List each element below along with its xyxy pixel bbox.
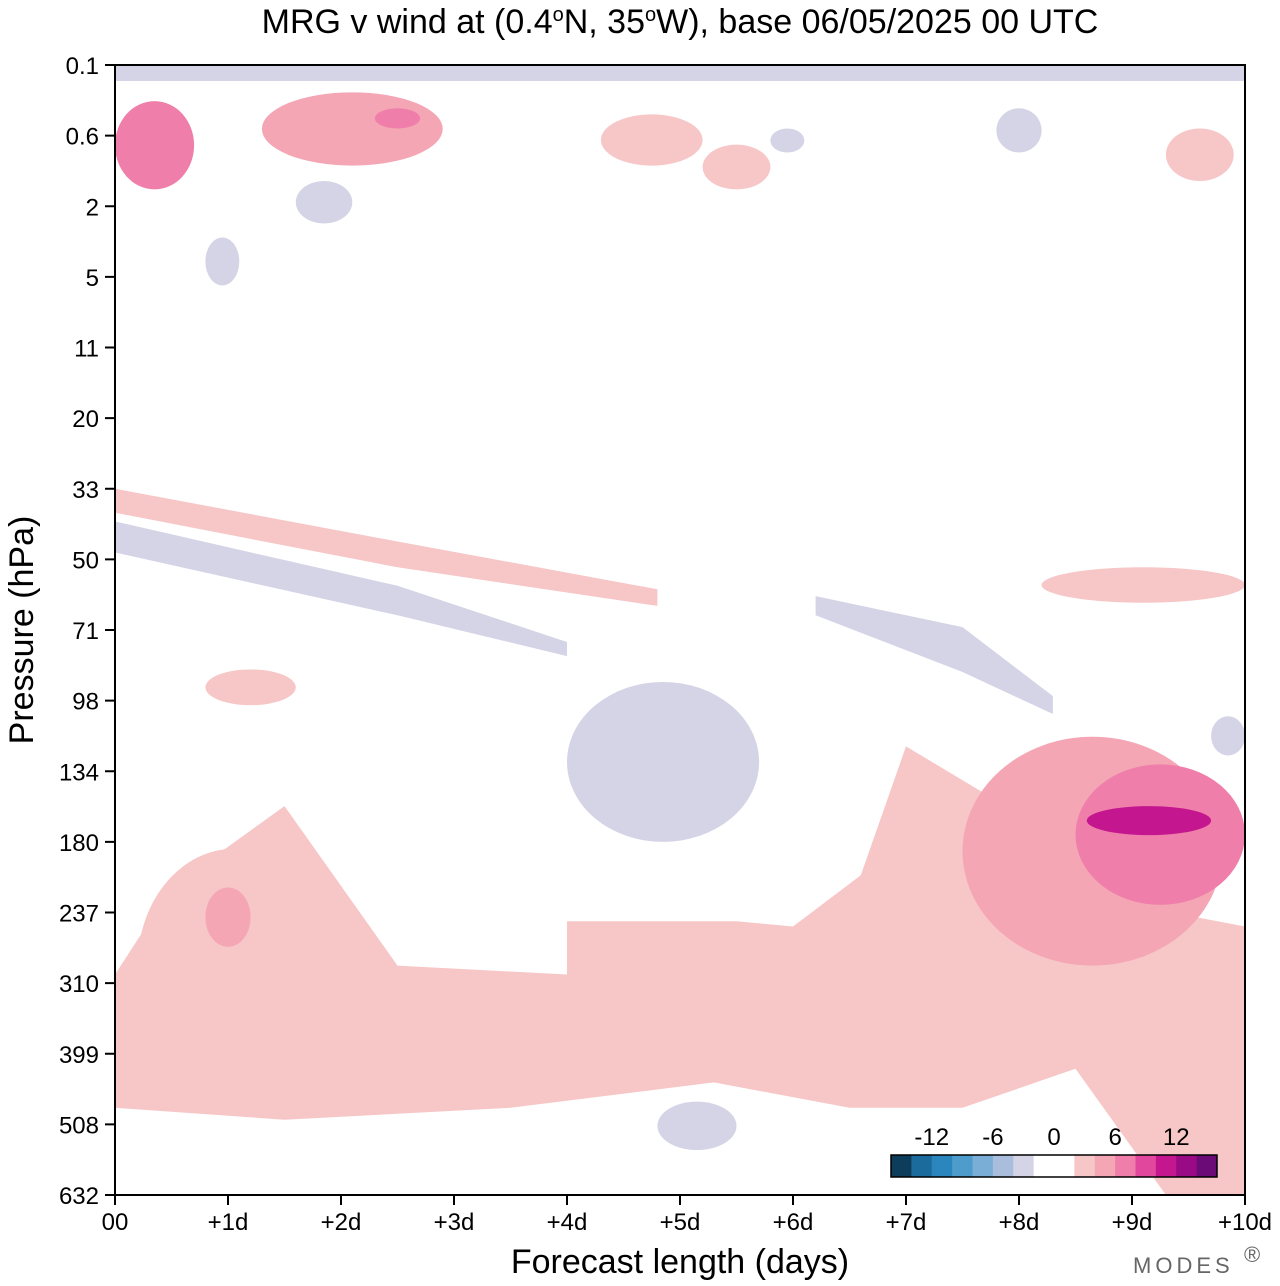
colorbar-swatch — [992, 1155, 1014, 1177]
y-tick-label: 33 — [72, 477, 99, 504]
shaded-region-1 — [261, 92, 443, 166]
shaded-band-2 — [115, 488, 658, 606]
shaded-region-10 — [137, 848, 330, 1083]
shaded-band-0 — [115, 521, 567, 657]
shaded-region-21 — [657, 1101, 737, 1151]
colorbar-swatch — [891, 1155, 912, 1177]
colorbar-swatch — [1094, 1155, 1116, 1177]
y-tick-label: 0.6 — [66, 124, 99, 151]
x-tick-label: +3d — [434, 1209, 475, 1236]
x-tick-label: +9d — [1112, 1209, 1153, 1236]
x-tick-label: +8d — [999, 1209, 1040, 1236]
shaded-region-12 — [454, 1024, 556, 1089]
x-tick-label: +1d — [208, 1209, 249, 1236]
y-tick-label: 237 — [59, 901, 99, 928]
colorbar-swatch — [1196, 1155, 1218, 1177]
colorbar-swatch — [952, 1155, 973, 1177]
shaded-region-3 — [600, 114, 703, 166]
y-axis-label: Pressure (hPa) — [3, 516, 41, 745]
shaded-region-13 — [1041, 567, 1245, 603]
shaded-region-20 — [1211, 716, 1245, 756]
y-tick-label: 632 — [59, 1183, 99, 1210]
y-tick-label: 71 — [72, 618, 99, 645]
y-tick-label: 399 — [59, 1042, 99, 1069]
x-tick-label: +7d — [886, 1209, 927, 1236]
colorbar-label: 0 — [1047, 1124, 1060, 1151]
y-tick-label: 134 — [59, 759, 99, 786]
y-tick-label: 2 — [86, 194, 99, 221]
colorbar-swatch — [972, 1155, 994, 1177]
y-tick-label: 98 — [72, 689, 99, 716]
logo-registered-mark: ® — [1244, 1242, 1264, 1267]
colorbar-swatch — [931, 1155, 953, 1177]
colorbar-swatch — [1115, 1155, 1136, 1177]
shaded-band-3 — [115, 65, 1245, 81]
contour-shading — [115, 65, 1245, 1195]
shaded-region-11 — [205, 887, 251, 947]
colorbar-frame — [890, 1154, 1218, 1178]
y-tick-label: 180 — [59, 830, 99, 857]
shaded-region-5 — [1165, 128, 1234, 181]
x-tick-label: +5d — [660, 1209, 701, 1236]
shaded-region-16 — [295, 180, 353, 224]
colorbar-swatch — [1033, 1155, 1055, 1177]
chart-title: MRG v wind at (0.4oN, 35oW), base 06/05/… — [262, 3, 1099, 41]
shaded-region-17 — [205, 237, 240, 286]
shaded-region-4 — [702, 144, 771, 190]
colorbar-swatch — [1135, 1155, 1157, 1177]
x-tick-label: +6d — [773, 1209, 814, 1236]
colorbar-swatch — [1176, 1155, 1198, 1177]
colorbar-swatch — [1155, 1155, 1177, 1177]
x-tick-label: +10d — [1218, 1209, 1272, 1236]
colorbar-swatch — [1054, 1155, 1075, 1177]
y-tick-label: 508 — [59, 1112, 99, 1139]
y-tick-label: 50 — [72, 547, 99, 574]
colorbar-swatch — [911, 1155, 933, 1177]
shaded-region-19 — [770, 128, 805, 153]
modes-logo: MODES — [1133, 1253, 1234, 1278]
x-axis-label: Forecast length (days) — [511, 1243, 849, 1281]
colorbar-label: -12 — [914, 1124, 949, 1151]
colorbar-label: -6 — [982, 1124, 1003, 1151]
shaded-region-18 — [996, 108, 1042, 153]
shaded-band-1 — [815, 596, 1053, 715]
x-tick-label: +2d — [321, 1209, 362, 1236]
shaded-region-2 — [374, 108, 421, 129]
colorbar-label: 12 — [1163, 1124, 1190, 1151]
x-tick-label: 00 — [102, 1209, 129, 1236]
y-tick-label: 11 — [74, 336, 99, 363]
shaded-region-9 — [1086, 806, 1212, 836]
colorbar: -12 -6 0 6 12 — [890, 1124, 1218, 1178]
y-tick-label: 20 — [72, 406, 99, 433]
y-tick-label: 0.1 — [66, 53, 99, 80]
x-axis-ticks: 00 +1d +2d +3d +4d +5d +6d +7d +8d +9d +10d — [102, 1195, 1272, 1236]
y-tick-label: 310 — [59, 971, 99, 998]
colorbar-label: 6 — [1108, 1124, 1121, 1151]
y-axis-ticks: 0.1 0.6 2 5 11 20 33 50 71 98 134 180 237 310 399 508 63… — [59, 53, 115, 1210]
shaded-region-15 — [567, 681, 760, 842]
shaded-region-0 — [115, 101, 195, 190]
shaded-region-14 — [205, 669, 296, 706]
x-tick-label: +4d — [547, 1209, 588, 1236]
colorbar-swatch — [1013, 1155, 1035, 1177]
shaded-region-lower — [115, 746, 1245, 1195]
y-tick-label: 5 — [86, 265, 99, 292]
colorbar-swatch — [1074, 1155, 1096, 1177]
